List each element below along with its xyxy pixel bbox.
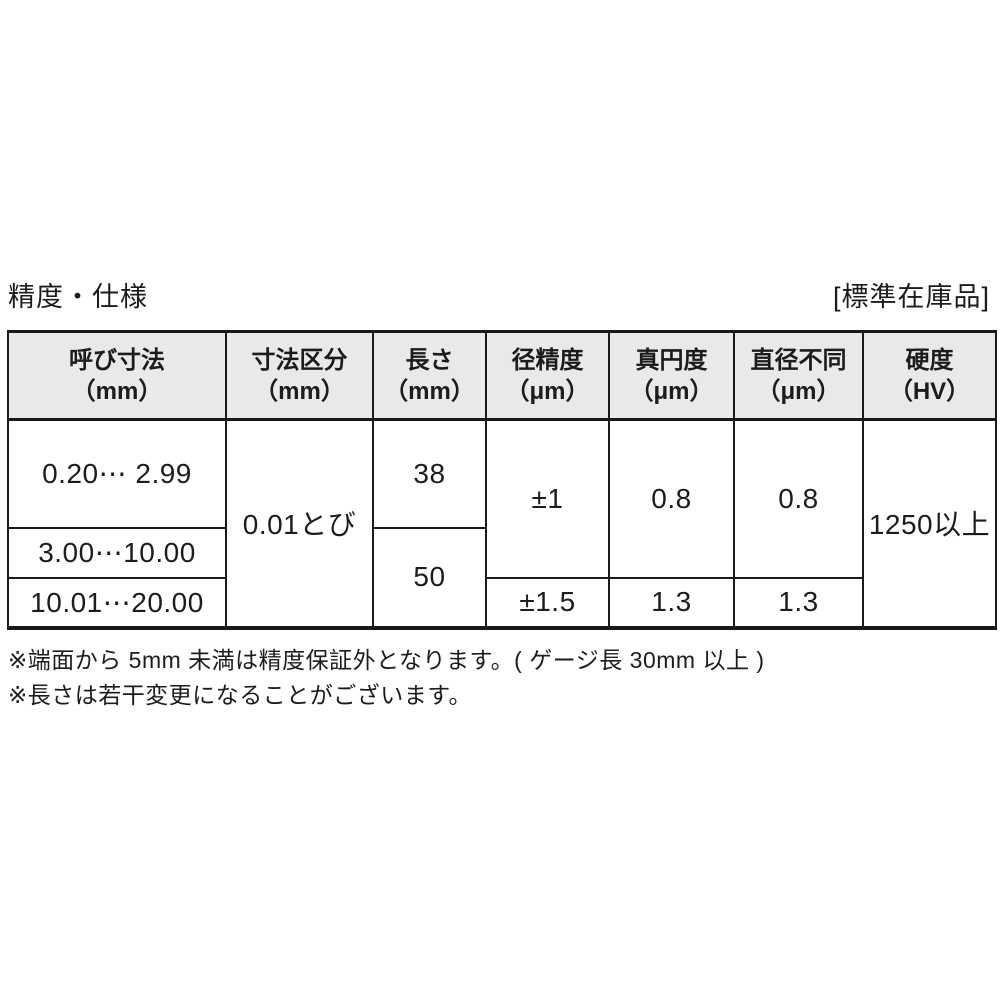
col-header-roundness: 真円度 （μm） [608, 330, 735, 421]
col-header-unit: （mm） [384, 377, 475, 405]
col-header-title: 直径不同 [750, 346, 847, 374]
col-header-diameter-variation: 直径不同 （μm） [733, 330, 864, 421]
cell-roundness-2: 1.3 [608, 576, 735, 629]
col-header-unit: （μm） [505, 377, 590, 405]
col-header-unit: （μm） [756, 377, 841, 405]
cell-diameter-accuracy-2: ±1.5 [485, 576, 610, 629]
col-header-diameter-accuracy: 径精度 （μm） [485, 330, 610, 421]
table-row: 0.20⋯ 2.99 0.01とび 38 ±1 0.8 0.8 1250以上 [7, 418, 997, 629]
stock-badge: [標準在庫品] [832, 282, 990, 312]
col-header-size-increment: 寸法区分 （mm） [225, 330, 374, 421]
col-header-title: 寸法区分 [251, 346, 348, 374]
col-header-title: 真円度 [635, 346, 708, 374]
cell-nominal-size-1: 0.20⋯ 2.99 [7, 418, 227, 529]
col-header-title: 硬度 [905, 346, 954, 374]
col-header-unit: （μm） [629, 377, 714, 405]
cell-diameter-variation-1: 0.8 [733, 418, 864, 579]
footnote-length-change: ※長さは若干変更になることがございます。 [8, 682, 472, 708]
table-row: 10.01⋯20.00 ±1.5 1.3 1.3 [7, 576, 996, 629]
col-header-title: 呼び寸法 [69, 346, 165, 374]
cell-length-50: 50 [372, 526, 487, 629]
cell-nominal-size-2: 3.00⋯10.00 [7, 526, 227, 579]
col-header-title: 長さ [405, 346, 454, 374]
footnotes: ※端面から 5mm 未満は精度保証外となります。( ゲージ長 30mm 以上 )… [8, 643, 765, 713]
cell-diameter-variation-2: 1.3 [733, 576, 864, 629]
table-row: 3.00⋯10.00 50 [7, 526, 996, 629]
cell-size-increment: 0.01とび [225, 418, 374, 629]
col-header-nominal-size: 呼び寸法 （mm） [7, 330, 227, 421]
spec-table: 呼び寸法 （mm） 寸法区分 （mm） 長さ （mm） 径精度 （μm） [7, 330, 997, 630]
page-title: 精度・仕様 [8, 282, 148, 312]
spec-table-container: 呼び寸法 （mm） 寸法区分 （mm） 長さ （mm） 径精度 （μm） [7, 330, 997, 630]
col-header-unit: （mm） [254, 377, 345, 405]
cell-roundness-1: 0.8 [608, 418, 735, 579]
cell-diameter-accuracy-1: ±1 [485, 418, 610, 579]
cell-hardness: 1250以上 [862, 418, 997, 629]
col-header-unit: （HV） [888, 377, 971, 405]
col-header-title: 径精度 [511, 346, 584, 374]
col-header-hardness: 硬度 （HV） [862, 330, 997, 421]
footnote-accuracy-guarantee: ※端面から 5mm 未満は精度保証外となります。( ゲージ長 30mm 以上 ) [8, 647, 765, 673]
cell-nominal-size-3: 10.01⋯20.00 [7, 576, 227, 629]
col-header-unit: （mm） [71, 377, 163, 405]
cell-length-38: 38 [372, 418, 487, 529]
col-header-length: 長さ （mm） [372, 330, 487, 421]
header-row: 呼び寸法 （mm） 寸法区分 （mm） 長さ （mm） 径精度 （μm） [7, 330, 997, 421]
title-row: 精度・仕様 [標準在庫品] [8, 281, 990, 313]
